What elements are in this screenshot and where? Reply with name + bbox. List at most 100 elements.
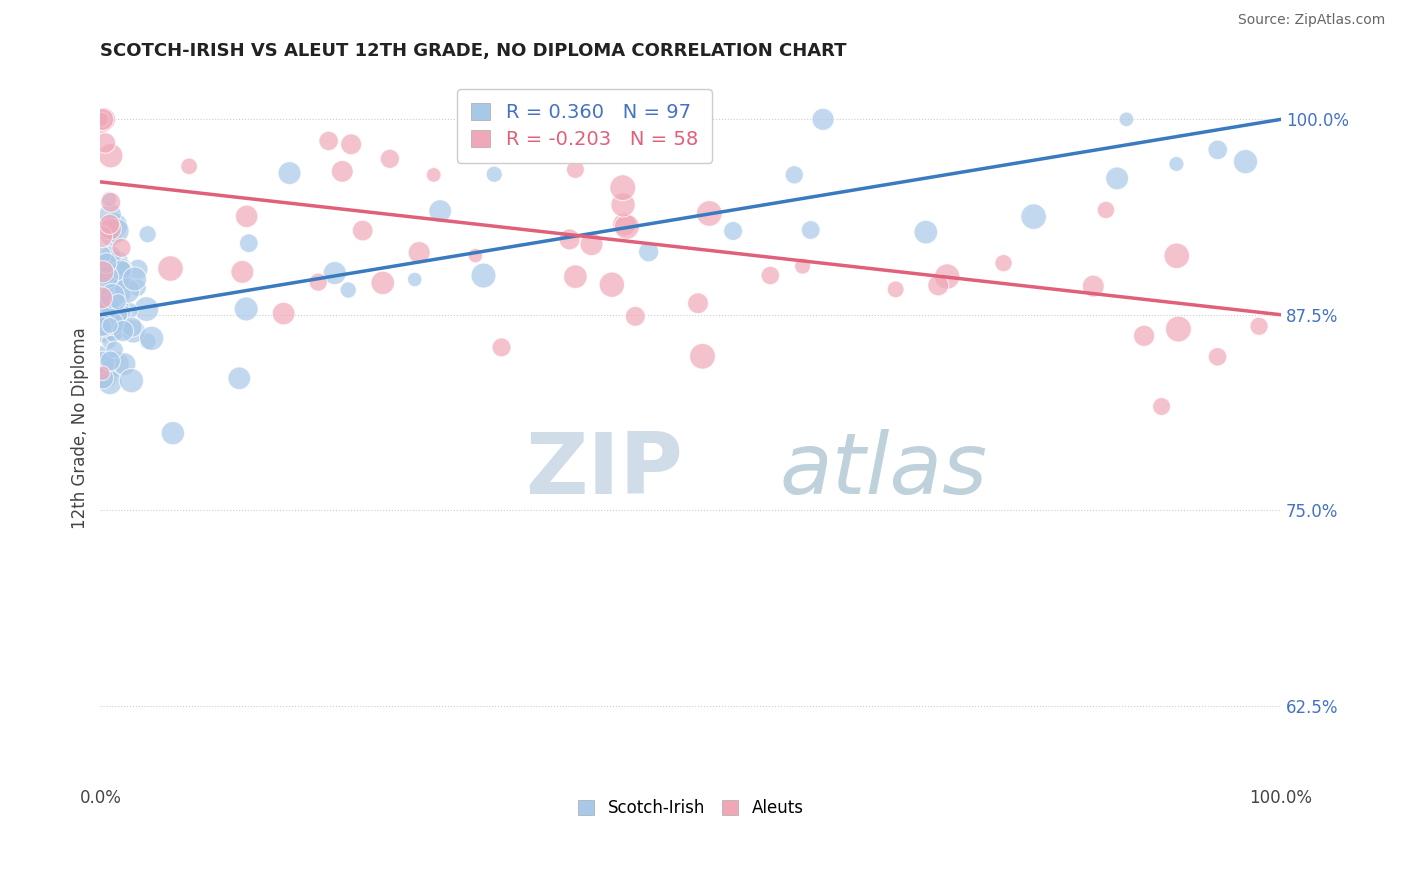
Point [1166, 157, 1188, 171]
Point [91, 293, 114, 307]
Point [114, 357, 136, 371]
Point [101, 289, 124, 303]
Point [564, 162, 586, 177]
Point [108, 274, 131, 288]
Point [105, 357, 128, 371]
Point [108, 286, 131, 301]
Point [115, 284, 138, 298]
Point [94, 219, 117, 234]
Point [759, 268, 782, 283]
Point [91, 267, 114, 281]
Point [278, 166, 301, 180]
Point [100, 222, 122, 236]
Point [800, 223, 823, 237]
Point [1083, 279, 1105, 293]
Point [484, 167, 506, 181]
Point [472, 268, 495, 283]
Text: Source: ZipAtlas.com: Source: ZipAtlas.com [1237, 13, 1385, 28]
Point [98, 217, 121, 231]
Point [624, 310, 647, 324]
Text: ZIP: ZIP [526, 429, 683, 512]
Point [107, 307, 129, 321]
Point [340, 137, 363, 152]
Point [108, 320, 131, 334]
Point [235, 301, 257, 316]
Point [404, 272, 426, 286]
Point [91, 248, 114, 262]
Point [1167, 322, 1189, 336]
Point [94, 320, 117, 334]
Point [600, 277, 623, 292]
Point [90, 323, 112, 337]
Point [352, 223, 374, 237]
Point [323, 266, 346, 280]
Point [100, 149, 122, 163]
Point [98, 207, 121, 221]
Point [124, 272, 146, 286]
Point [90, 318, 112, 333]
Point [103, 320, 125, 334]
Point [91, 221, 114, 235]
Point [1107, 171, 1129, 186]
Point [100, 228, 122, 243]
Point [159, 261, 181, 276]
Point [93, 355, 115, 369]
Point [612, 198, 634, 212]
Point [914, 225, 936, 239]
Point [1166, 249, 1188, 263]
Point [93, 265, 115, 279]
Point [110, 263, 132, 277]
Point [558, 232, 581, 246]
Point [93, 112, 115, 127]
Point [235, 210, 257, 224]
Point [118, 303, 141, 318]
Point [112, 306, 135, 320]
Point [122, 324, 145, 338]
Point [94, 370, 117, 384]
Point [110, 241, 132, 255]
Point [104, 219, 127, 233]
Point [108, 316, 131, 330]
Point [91, 316, 114, 330]
Point [98, 311, 121, 326]
Legend: Scotch-Irish, Aleuts: Scotch-Irish, Aleuts [569, 790, 813, 825]
Point [120, 374, 142, 388]
Point [337, 283, 360, 297]
Point [104, 299, 127, 313]
Point [616, 219, 638, 234]
Point [91, 371, 114, 385]
Point [97, 326, 120, 341]
Point [318, 134, 340, 148]
Point [429, 204, 451, 219]
Point [686, 296, 709, 310]
Point [884, 282, 907, 296]
Point [98, 376, 121, 390]
Point [581, 237, 603, 252]
Point [1022, 210, 1045, 224]
Point [1206, 350, 1229, 364]
Text: SCOTCH-IRISH VS ALEUT 12TH GRADE, NO DIPLOMA CORRELATION CHART: SCOTCH-IRISH VS ALEUT 12TH GRADE, NO DIP… [100, 42, 846, 60]
Point [90, 291, 112, 305]
Point [100, 249, 122, 263]
Point [491, 340, 513, 354]
Point [112, 262, 135, 277]
Point [238, 236, 260, 251]
Point [111, 260, 134, 275]
Point [613, 218, 636, 232]
Point [127, 281, 149, 295]
Point [1095, 202, 1118, 217]
Point [1150, 400, 1173, 414]
Point [177, 159, 200, 173]
Point [96, 270, 118, 285]
Point [307, 275, 329, 289]
Point [103, 326, 125, 341]
Point [121, 320, 143, 334]
Point [228, 371, 250, 385]
Point [98, 354, 121, 368]
Point [98, 192, 121, 206]
Point [783, 168, 806, 182]
Point [90, 229, 112, 244]
Text: atlas: atlas [779, 429, 987, 512]
Point [612, 180, 634, 194]
Y-axis label: 12th Grade, No Diploma: 12th Grade, No Diploma [72, 327, 89, 529]
